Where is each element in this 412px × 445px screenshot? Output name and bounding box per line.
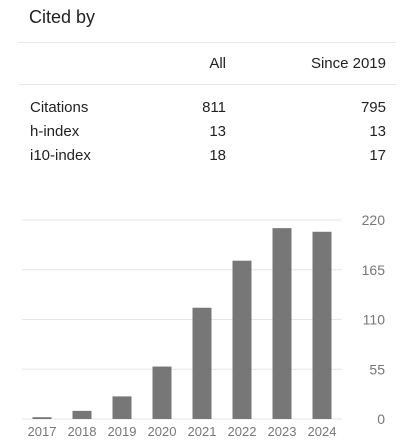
bar-2021[interactable] [192,307,212,419]
table-header-divider [18,84,396,85]
citations-since-value: 795 [360,99,386,116]
row-label-h-index: h-index [30,123,80,140]
i10-index-all-value: 18 [209,147,226,164]
bar-2019[interactable] [112,396,132,419]
row-label-i10-index: i10-index [30,147,91,164]
y-tick-label: 0 [377,411,385,427]
row-label-citations: Citations [30,99,89,116]
h-index-since-value: 13 [369,123,386,140]
h-index-all-value: 13 [209,123,226,140]
bar-2018[interactable] [72,410,92,419]
i10-index-since-value: 17 [369,147,386,164]
x-tick-label-2018: 2018 [68,424,97,439]
x-tick-label-2019: 2019 [108,424,137,439]
bar-2020[interactable] [152,366,172,419]
citations-per-year-chart: 0 55 110 165 220 2017 2018 2019 2020 2021 2022 2023… [22,212,386,439]
y-tick-label: 110 [363,312,386,328]
x-tick-label-2023: 2023 [268,424,297,439]
y-tick-label: 165 [362,262,386,278]
column-header-all: All [209,55,226,72]
bar-2017[interactable] [32,417,52,419]
bar-2024[interactable] [312,231,332,419]
column-header-since-2019: Since 2019 [310,55,386,72]
y-tick-label: 55 [369,361,385,377]
x-tick-label-2024: 2024 [308,424,337,439]
y-tick-label: 220 [362,212,386,228]
x-tick-label-2022: 2022 [228,424,257,439]
cited-by-heading: Cited by [29,7,96,27]
header-divider [18,42,396,43]
x-tick-label-2017: 2017 [28,424,57,439]
bar-2022[interactable] [232,260,252,419]
citations-all-value: 811 [202,99,226,116]
x-tick-label-2021: 2021 [188,424,217,439]
x-tick-label-2020: 2020 [148,424,177,439]
bar-2023[interactable] [272,228,292,419]
